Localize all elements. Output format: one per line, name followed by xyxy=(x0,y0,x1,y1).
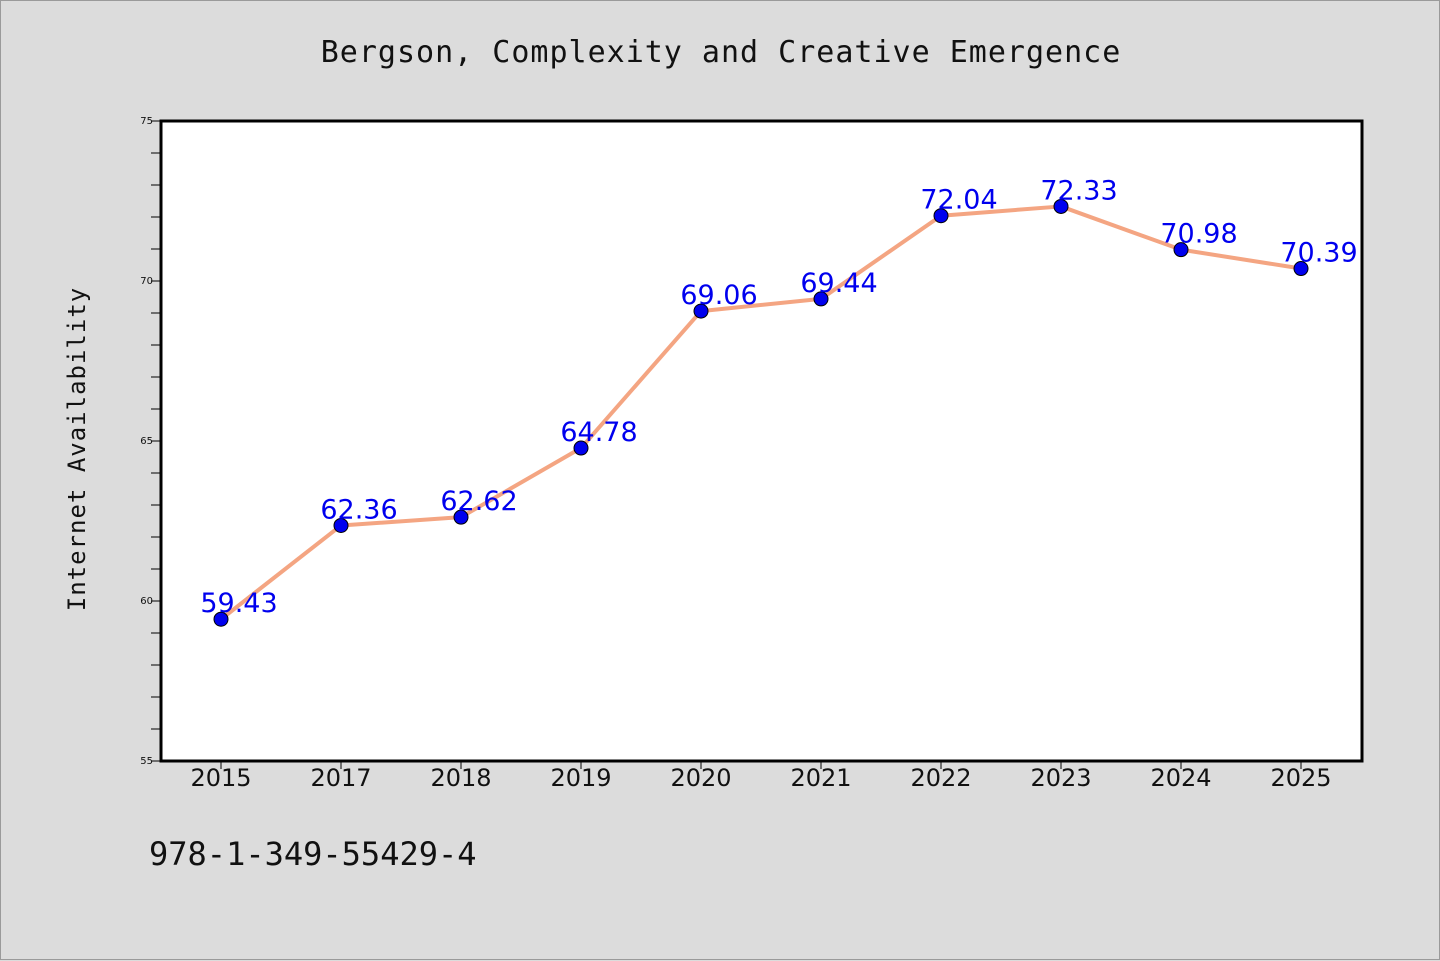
x-tick-label: 2020 xyxy=(670,764,731,792)
data-point xyxy=(333,517,349,533)
isbn-text: 978-1-349-55429-4 xyxy=(149,835,477,873)
x-tick-label: 2024 xyxy=(1150,764,1211,792)
y-tick-label: 65 xyxy=(140,436,153,447)
y-tick-label: 70 xyxy=(140,276,153,287)
data-point xyxy=(693,303,709,319)
data-label: 64.78 xyxy=(560,417,637,448)
x-axis-ticks: 2015 2017 2018 2019 2020 2021 2022 2023 2024 2025 xyxy=(190,761,1332,792)
data-point xyxy=(1173,242,1189,258)
y-axis-ticks: 55 60 65 70 75 xyxy=(140,116,161,767)
data-label: 69.44 xyxy=(800,268,877,299)
data-point xyxy=(453,509,469,525)
data-point xyxy=(213,611,229,627)
data-label: 72.04 xyxy=(920,185,997,216)
x-tick-label: 2019 xyxy=(550,764,611,792)
chart-title: Bergson, Complexity and Creative Emergen… xyxy=(320,35,1122,70)
data-label: 62.62 xyxy=(440,486,517,517)
x-tick-label: 2021 xyxy=(790,764,851,792)
data-point xyxy=(573,440,589,456)
data-point xyxy=(1053,198,1069,214)
x-tick-label: 2015 xyxy=(190,764,251,792)
data-label: 69.06 xyxy=(680,280,757,311)
series-layer xyxy=(213,198,1309,627)
data-point xyxy=(933,208,949,224)
x-tick-label: 2018 xyxy=(430,764,491,792)
data-label: 62.36 xyxy=(320,494,397,525)
data-label: 72.33 xyxy=(1040,175,1117,206)
x-tick-label: 2017 xyxy=(310,764,371,792)
plot-area xyxy=(159,119,1364,763)
x-tick-label: 2025 xyxy=(1270,764,1331,792)
series-line xyxy=(219,204,1303,622)
data-label: 70.98 xyxy=(1160,219,1237,250)
data-labels-layer: 59.43 62.36 62.62 64.78 69.06 69.44 72.04 72.33… xyxy=(200,175,1357,619)
data-point xyxy=(1293,261,1309,277)
y-tick-label: 55 xyxy=(140,756,153,767)
y-tick-label: 60 xyxy=(140,596,153,607)
x-tick-label: 2022 xyxy=(910,764,971,792)
data-label: 70.39 xyxy=(1280,238,1357,269)
x-tick-label: 2023 xyxy=(1030,764,1091,792)
data-point xyxy=(813,291,829,307)
data-label: 59.43 xyxy=(200,588,277,619)
y-tick-label: 75 xyxy=(140,116,153,127)
